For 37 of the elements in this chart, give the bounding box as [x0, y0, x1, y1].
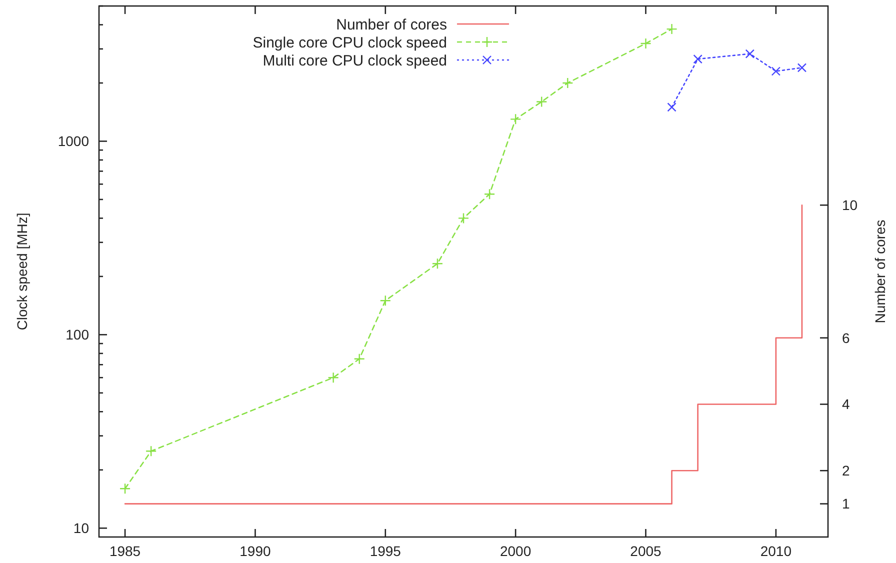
point: [432, 258, 444, 270]
y2-tick-label: 2: [842, 462, 850, 479]
legend-label: Single core CPU clock speed: [252, 34, 447, 52]
y2-tick-label: 6: [842, 330, 850, 346]
x-tick-label: 2010: [760, 543, 792, 559]
y-axis-title: Clock speed [MHz]: [14, 212, 30, 330]
point: [667, 102, 676, 112]
x-tick-label: 1990: [240, 543, 271, 559]
x-tick-label: 2005: [630, 543, 662, 559]
point: [666, 23, 678, 35]
y2-tick-label: 1: [842, 496, 850, 512]
point: [640, 38, 652, 50]
point: [510, 114, 522, 125]
x-tick-label: 2000: [500, 543, 532, 559]
x-tick-label: 1985: [109, 543, 141, 559]
y2-tick-label: 10: [842, 197, 858, 214]
y2-tick-label: 4: [842, 396, 850, 412]
point: [771, 66, 781, 76]
legend-label: Number of cores: [336, 16, 447, 34]
point: [354, 353, 365, 364]
point: [145, 446, 157, 457]
point: [380, 295, 391, 306]
x-tick-label: 1995: [370, 543, 402, 559]
point: [536, 96, 548, 108]
point: [745, 49, 754, 58]
point: [458, 212, 470, 224]
point: [693, 54, 702, 64]
point: [562, 77, 574, 89]
point: [119, 483, 131, 494]
y-tick-label: 1000: [58, 133, 90, 150]
point: [328, 372, 339, 384]
y-tick-label: 100: [66, 326, 90, 343]
point: [797, 63, 807, 72]
y2-axis-title: Number of cores: [872, 220, 888, 324]
y-tick-label: 10: [73, 520, 90, 536]
point: [484, 188, 496, 200]
legend-label: Multi core CPU clock speed: [262, 52, 447, 70]
